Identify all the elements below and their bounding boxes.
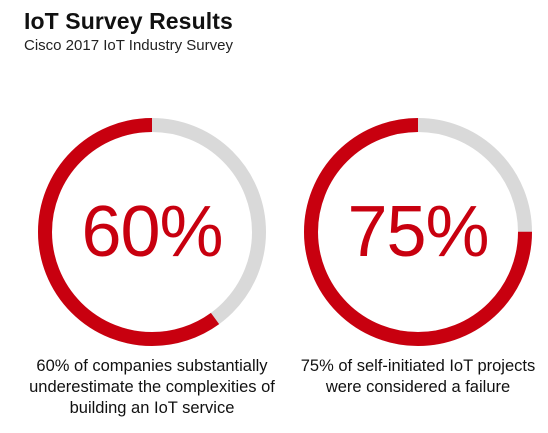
page-title: IoT Survey Results: [24, 8, 233, 34]
donut-chart-1: 60%: [34, 114, 270, 350]
donut-2-caption: 75% of self-initiated IoT projects were …: [300, 357, 536, 396]
donut-2-value-arc: [304, 118, 532, 346]
donut-1-caption: 60% of companies substantially underesti…: [29, 357, 275, 417]
donut-1-percent-label: 60%: [81, 192, 223, 272]
donut-1-value-arc: [38, 118, 266, 346]
donut-chart-1-svg: [38, 118, 266, 346]
donut-chart-2: 75%: [300, 114, 536, 350]
donut-2-percent-label: 75%: [347, 192, 489, 272]
donut-chart-2-svg: [304, 118, 532, 346]
page-subtitle: Cisco 2017 IoT Industry Survey: [24, 37, 233, 54]
